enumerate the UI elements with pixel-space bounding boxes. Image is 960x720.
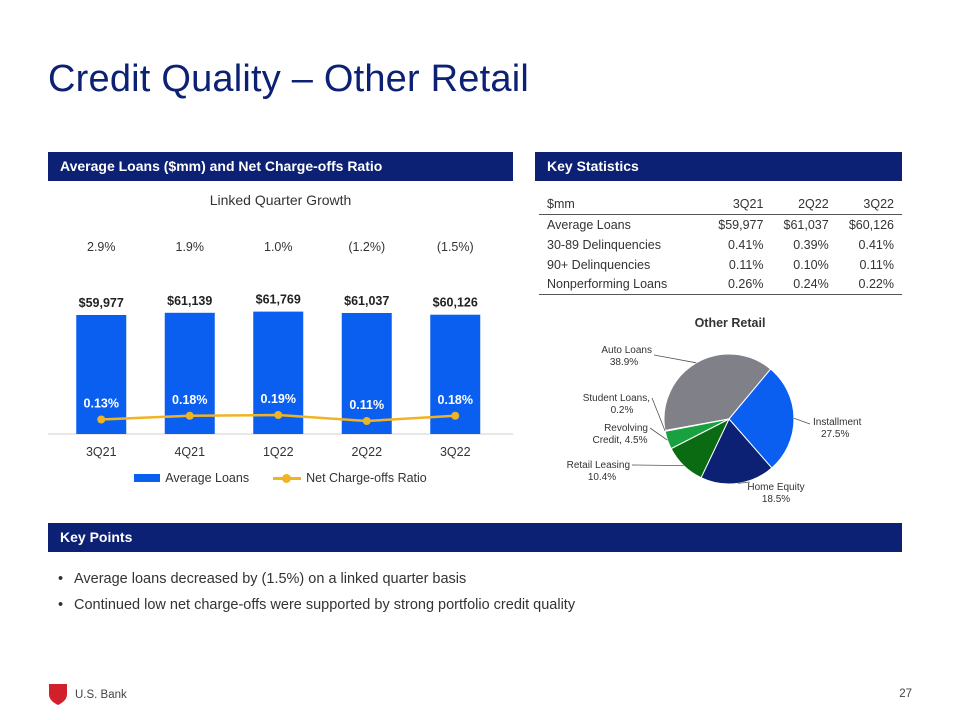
other-retail-pie-chart: Auto Loans 38.9% Installment 27.5% Home Equi… [567, 345, 862, 505]
brand-name: U.S. Bank [75, 688, 127, 701]
legend-average-loans: Average Loans [134, 471, 249, 485]
table-row: Average Loans $59,977 $61,037 $60,126 [539, 215, 902, 235]
loans-section-header: Average Loans ($mm) and Net Charge-offs … [48, 152, 513, 181]
bar-value-label: $61,139 [167, 294, 212, 308]
table-cell: 0.10% [793, 257, 829, 272]
table-header-row: $mm 3Q21 2Q22 3Q22 [539, 194, 902, 215]
points-section-header: Key Points [48, 523, 902, 552]
footer-logo: U.S. Bank [49, 684, 127, 705]
pie-slice [728, 368, 795, 469]
column-header: $mm [539, 194, 707, 215]
row-label: 30-89 Delinquencies [547, 237, 661, 252]
bar-average-loans [341, 312, 392, 434]
growth-label: 1.0% [264, 240, 293, 254]
x-tick-label: 2Q22 [351, 445, 382, 459]
loans-combo-chart: $59,977 2.9% 3Q21 $61,139 1.9% 4Q21 $61,769 1.0… [48, 240, 513, 459]
page-title: Credit Quality – Other Retail [48, 58, 529, 100]
table-row: 90+ Delinquencies 0.11% 0.10% 0.11% [539, 255, 902, 275]
list-item: • Average loans decreased by (1.5%) on a … [58, 571, 575, 587]
legend-bar-label: Average Loans [165, 471, 250, 485]
table-cell: $60,126 [848, 217, 894, 232]
bar-value-label: $59,977 [79, 296, 124, 310]
key-point-text: Continued low net charge-offs were suppo… [74, 597, 576, 613]
table-row: Nonperforming Loans 0.26% 0.24% 0.22% [539, 274, 902, 295]
table-cell: 0.41% [858, 237, 894, 252]
pie-slice-label: Home Equity 18.5% [747, 482, 804, 505]
table-cell: 0.41% [727, 237, 764, 252]
table-cell: $59,977 [718, 217, 764, 232]
list-item: • Continued low net charge-offs were supp… [58, 597, 575, 613]
legend-line-swatch [273, 473, 302, 483]
line-point-net-charge-offs [362, 417, 371, 425]
column-header: 3Q22 [836, 194, 902, 215]
growth-label: 2.9% [87, 240, 116, 254]
pie-leader-line [649, 427, 668, 441]
table-cell: 0.22% [836, 274, 902, 295]
line-value-label: 0.13% [84, 397, 119, 411]
legend-net-charge-offs: Net Charge-offs Ratio [273, 471, 427, 485]
line-value-label: 0.18% [172, 393, 207, 407]
line-value-label: 0.19% [261, 392, 296, 406]
line-point-net-charge-offs [97, 415, 106, 424]
bar-value-label: $61,769 [256, 293, 301, 307]
bar-value-label: $60,126 [433, 296, 478, 310]
table-cell: $61,037 [783, 217, 829, 232]
stats-section-header: Key Statistics [535, 152, 902, 181]
table-row: 30-89 Delinquencies 0.41% 0.39% 0.41% [539, 235, 902, 255]
x-tick-label: 3Q22 [440, 445, 471, 459]
table-cell: 0.11% [859, 257, 894, 272]
bullet-icon: • [58, 597, 64, 613]
growth-title: Linked Quarter Growth [209, 192, 352, 208]
row-label: 90+ Delinquencies [547, 257, 651, 272]
chart-legend: Average Loans Net Charge-offs Ratio [48, 471, 513, 485]
pie-slice-label: Retail Leasing 10.4% [567, 460, 630, 483]
line-value-label: 0.18% [438, 393, 473, 407]
pie-slice [663, 353, 772, 432]
pie-leader-line [793, 417, 811, 425]
pie-slice-label: Auto Loans 38.9% [601, 345, 652, 368]
bar-average-loans [76, 315, 127, 434]
bar-value-label: $61,037 [344, 294, 389, 308]
pie-leader-line [631, 464, 684, 466]
line-point-net-charge-offs [185, 411, 194, 420]
line-point-net-charge-offs [274, 411, 283, 419]
column-header: 2Q22 [771, 194, 837, 215]
key-points-list: • Average loans decreased by (1.5%) on a … [58, 571, 575, 623]
table-cell: 0.11% [728, 257, 764, 272]
line-value-label: 0.11% [349, 398, 384, 412]
x-tick-label: 4Q21 [174, 445, 205, 459]
table-cell: 0.24% [771, 274, 837, 295]
row-label: Nonperforming Loans [539, 274, 707, 295]
pie-slice-label: Student Loans, 0.2% [583, 393, 650, 416]
shield-logo-icon [49, 684, 67, 705]
pie-leader-line [737, 481, 751, 484]
growth-label: (1.5%) [437, 240, 474, 254]
bullet-icon: • [58, 571, 64, 587]
pie-leader-line [653, 354, 697, 364]
key-point-text: Average loans decreased by (1.5%) on a l… [74, 571, 467, 587]
growth-label: (1.2%) [348, 240, 385, 254]
page-number: 27 [899, 688, 912, 700]
table-cell: 0.39% [793, 237, 829, 252]
x-tick-label: 1Q22 [263, 445, 294, 459]
key-statistics-table: $mm 3Q21 2Q22 3Q22 Average Loans $59,977… [539, 194, 902, 295]
pie-slice [700, 418, 773, 485]
pie-title: Other Retail [694, 316, 766, 330]
line-point-net-charge-offs [451, 411, 460, 420]
legend-bar-swatch [134, 474, 161, 482]
row-label: Average Loans [547, 217, 631, 232]
x-tick-label: 3Q21 [86, 445, 117, 459]
pie-leader-line [651, 397, 666, 432]
pie-slice-label: Revolving Credit, 4.5% [592, 423, 648, 446]
column-header: 3Q21 [706, 194, 772, 215]
growth-label: 1.9% [176, 240, 205, 254]
legend-line-label: Net Charge-offs Ratio [306, 471, 427, 485]
table-cell: 0.26% [706, 274, 772, 295]
pie-slice-label: Installment 27.5% [813, 417, 862, 440]
